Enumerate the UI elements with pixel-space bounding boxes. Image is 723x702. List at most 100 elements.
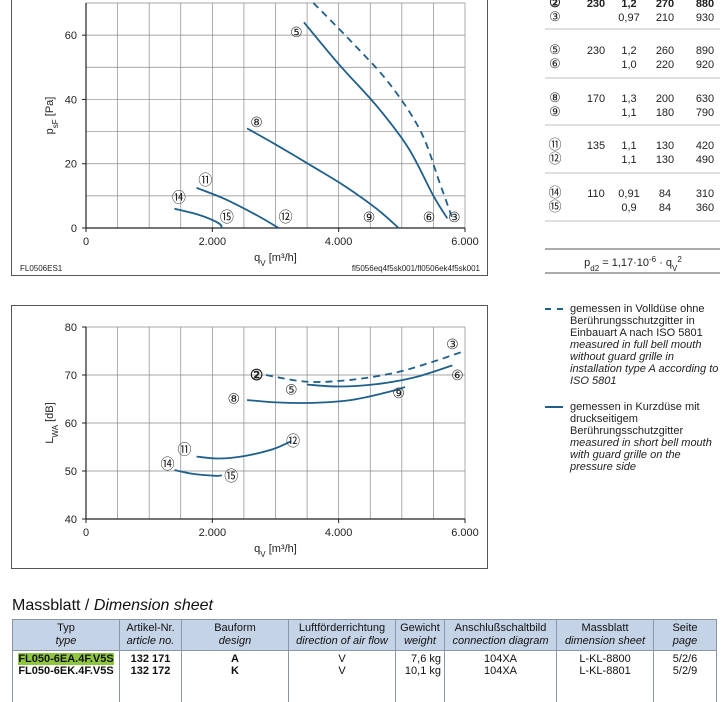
col-airflow: Luftförderrichtung direction of air flow [288, 619, 396, 651]
legend-solid-de: gemessen in Kurzdüse mit druckseitigem B… [570, 401, 700, 437]
curve-11 [196, 440, 292, 460]
curve-marker: ⑪ [178, 441, 192, 457]
curve-8 [246, 127, 400, 228]
table-cell: 180 [656, 107, 674, 119]
sound-chart: 0 2.000 4.000 6.000 40 50 60 70 80 qV [m³/h] LWA [… [44, 322, 479, 559]
y-tick-label: 40 [65, 94, 77, 106]
table-cell: 0,97 [618, 12, 639, 24]
article-cell: 132 171 [119, 650, 182, 665]
curve-5 [303, 21, 449, 219]
table-cell: 1,2 [621, 0, 636, 10]
table-cell: 1,1 [621, 154, 636, 166]
table-row: FL050-6EK.4F.V5S 132 172 K V 10,1 kg 104… [12, 665, 717, 677]
table-cell: 210 [656, 12, 674, 24]
solid-line-icon [545, 406, 563, 408]
curve-marker: ⑭ [160, 456, 174, 472]
y-tick-label: 0 [71, 223, 77, 235]
col-design: Bauform design [181, 619, 289, 651]
airflow-cell: V [288, 665, 396, 677]
table-cell: 170 [587, 93, 605, 105]
dimension-sheet-cell: L-KL-8800 [556, 650, 654, 665]
y-tick-label: 50 [65, 466, 77, 478]
table-cell: 260 [656, 45, 674, 57]
curve-marker: ⑫ [286, 433, 300, 449]
weight-cell: 10,1 kg [395, 665, 445, 677]
table-cell: 0,9 [621, 202, 636, 214]
chart-footer-left: FL0506ES1 [20, 264, 63, 273]
col-type: Typ type [12, 619, 120, 651]
table-cell: 0,91 [618, 188, 639, 200]
table-cell: ⑭ [548, 185, 561, 200]
table-cell: 1,1 [621, 140, 636, 152]
table-cell: ② [549, 0, 561, 10]
design-cell: A [181, 650, 289, 665]
table-cell: 630 [696, 93, 714, 105]
x-axis-label: qV [m³/h] [254, 252, 297, 268]
table-cell: 920 [696, 59, 714, 71]
legend: gemessen in Volldüse ohne Berührungsschu… [545, 303, 720, 481]
table-cell: 1,1 [621, 107, 636, 119]
y-tick-label: 20 [65, 159, 77, 171]
curve-marker: ② [250, 367, 263, 384]
table-cell: 1,0 [621, 59, 636, 71]
y-axis-label: LWA [dB] [44, 402, 60, 443]
formula: pd2 = 1,17·10-6 · qV2 [584, 255, 682, 273]
table-cell: 790 [696, 107, 714, 119]
curve-8 [246, 386, 406, 404]
y-tick-label: 40 [65, 514, 77, 526]
dimension-sheet-title-de: Massblatt / [12, 597, 90, 614]
table-cell: 890 [696, 45, 714, 57]
curve-6 [307, 364, 453, 388]
curve-marker: ⑤ [285, 381, 298, 397]
x-tick-label: 6.000 [451, 236, 479, 248]
table-cell: ⑪ [548, 137, 561, 152]
connection-cell: 104XA [444, 650, 557, 665]
dashed-line-icon [545, 308, 563, 310]
table-cell: 490 [696, 154, 714, 166]
x-axis-label: qV [m³/h] [254, 543, 297, 559]
table-filler-row [12, 677, 717, 702]
airflow-cell: V [288, 650, 396, 665]
curve-marker: ⑮ [224, 468, 238, 484]
table-cell: ⑫ [548, 151, 561, 166]
curve-marker: ⑪ [198, 172, 212, 188]
table-cell: ⑥ [549, 56, 561, 71]
weight-cell: 7,6 kg [395, 650, 445, 665]
dimension-sheet-cell: L-KL-8801 [556, 665, 654, 677]
curve-marker: ⑭ [172, 189, 186, 205]
x-tick-label: 2.000 [199, 527, 227, 539]
pressure-chart: 0 2.000 4.000 6.000 0 20 40 60 qV [m³/h] psF [Pa]… [20, 2, 481, 273]
table-cell: 230 [587, 45, 605, 57]
curve-marker: ③ [446, 336, 459, 352]
table-cell: 1,2 [621, 45, 636, 57]
dimension-sheet-title-en: Dimension sheet [93, 597, 213, 614]
table-row: FL050-6EA.4F.V5S 132 171 A V 7,6 kg 104X… [12, 650, 717, 665]
table-cell: 310 [696, 188, 714, 200]
curve-marker: ⑫ [279, 209, 293, 225]
page-cell: 5/2/9 [653, 665, 717, 677]
curve-marker: ⑮ [220, 209, 234, 225]
table-cell: ③ [549, 9, 561, 24]
table-cell: 130 [656, 140, 674, 152]
grid [85, 326, 466, 520]
curve-marker: ⑤ [290, 24, 303, 40]
curve-marker: ⑥ [451, 367, 464, 383]
curve-3 [265, 351, 463, 383]
legend-dashed: gemessen in Volldüse ohne Berührungsschu… [545, 303, 720, 387]
legend-dashed-de: gemessen in Volldüse ohne Berührungsschu… [570, 303, 705, 339]
table-cell: 135 [587, 140, 605, 152]
table-cell: 84 [659, 202, 671, 214]
type-cell: FL050-6EK.4F.V5S [12, 665, 120, 677]
curve-marker: ⑥ [423, 209, 436, 225]
curve-marker: ⑨ [392, 385, 405, 401]
article-cell: 132 172 [119, 665, 182, 677]
table-cell: 270 [656, 0, 674, 10]
curve-marker: ③ [448, 209, 461, 225]
curve-11 [196, 186, 280, 228]
operating-points-table: ② 230 1,2 270 880 ③ 0,97 210 930 ⑤ 230 1,2 260 890 ⑥ 1,… [545, 0, 720, 274]
curve-marker: ⑧ [228, 391, 241, 407]
legend-dashed-en: measured in full bell mouth without guar… [570, 339, 719, 387]
table-cell: 930 [696, 12, 714, 24]
table-cell: ⑧ [549, 90, 561, 105]
col-article: Artikel-Nr. article no. [119, 619, 182, 651]
